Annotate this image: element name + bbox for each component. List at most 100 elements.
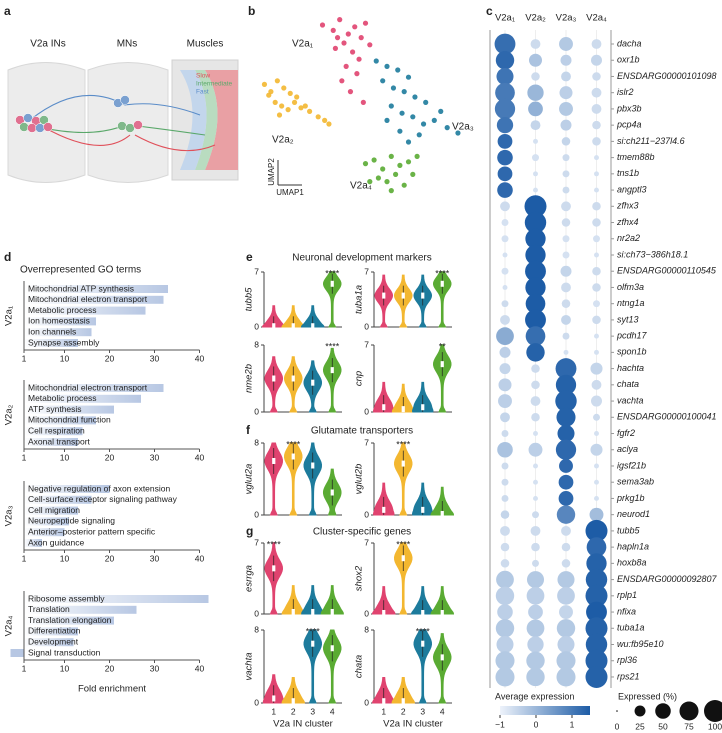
dot bbox=[589, 507, 604, 522]
x-tick-label: 2 bbox=[401, 706, 406, 716]
bar-label: Mitochondrial electron transport bbox=[28, 382, 148, 392]
dot bbox=[558, 474, 574, 490]
dot bbox=[585, 519, 608, 542]
y-tick-label: 0 bbox=[364, 608, 369, 618]
bar bbox=[24, 495, 92, 504]
umap-point bbox=[444, 125, 450, 131]
significance: **** bbox=[396, 439, 411, 449]
dot bbox=[586, 537, 607, 557]
y-axis-label: V2a₁ bbox=[4, 306, 15, 326]
median-box bbox=[272, 375, 276, 382]
umap-point bbox=[373, 58, 379, 64]
y-axis-label: tuba1a bbox=[354, 285, 365, 314]
dot bbox=[592, 120, 601, 130]
umap-point bbox=[401, 89, 407, 95]
size-tick-label: 100 bbox=[708, 721, 722, 731]
dot bbox=[524, 195, 547, 218]
y-tick-label: 0 bbox=[364, 406, 369, 416]
gene-label: wu:fb95e10 bbox=[617, 639, 664, 649]
dot bbox=[501, 219, 509, 227]
median-box bbox=[421, 506, 425, 513]
median-box bbox=[330, 489, 334, 496]
umap-point bbox=[410, 114, 416, 120]
y-axis-label: esrrga bbox=[244, 565, 255, 592]
gene-label: si:ch211−237l4.6 bbox=[617, 136, 685, 146]
umap-point bbox=[319, 22, 326, 28]
bar-label: Differentiation bbox=[28, 626, 81, 636]
bar-label: Ion channels bbox=[28, 326, 76, 336]
umap-point bbox=[384, 117, 390, 123]
dot bbox=[500, 412, 510, 423]
gene-label: fgfr2 bbox=[617, 428, 635, 438]
dot bbox=[526, 667, 545, 687]
dot bbox=[585, 665, 608, 688]
bar bbox=[24, 405, 114, 414]
bar bbox=[24, 285, 168, 293]
cluster-label: V2a₂ bbox=[272, 135, 294, 146]
umap-point bbox=[438, 108, 444, 114]
dot bbox=[495, 586, 515, 606]
umap-point bbox=[266, 92, 272, 98]
umap-point bbox=[405, 159, 412, 165]
x-tick-label: 20 bbox=[105, 452, 115, 462]
schematic-label: V2a INs bbox=[30, 39, 66, 50]
violin bbox=[303, 442, 323, 516]
y-axis-label: V2a₄ bbox=[4, 615, 15, 636]
dot bbox=[592, 266, 601, 276]
panel-letter: g bbox=[246, 524, 253, 538]
dot bbox=[586, 553, 607, 574]
umap-point bbox=[397, 162, 403, 168]
bar bbox=[24, 616, 114, 625]
median-box bbox=[291, 375, 295, 382]
dot bbox=[495, 651, 515, 671]
schematic-legend: Slow bbox=[196, 73, 210, 80]
dot bbox=[501, 478, 509, 486]
section-title: Glutamate transporters bbox=[311, 426, 413, 437]
umap-point bbox=[350, 49, 356, 55]
dot bbox=[558, 491, 574, 506]
dot bbox=[526, 651, 545, 670]
bar bbox=[24, 485, 110, 493]
muscle-slow bbox=[205, 70, 238, 170]
violin bbox=[413, 629, 433, 704]
spinal-section bbox=[87, 62, 169, 183]
umap-point bbox=[393, 171, 399, 177]
dot bbox=[562, 235, 570, 243]
gene-label: ENSDARG00000092807 bbox=[617, 574, 718, 584]
median-box bbox=[440, 361, 444, 368]
umap-point bbox=[307, 108, 313, 114]
y-tick-label: 7 bbox=[364, 266, 369, 276]
x-tick-label: 3 bbox=[310, 706, 315, 716]
size-key bbox=[634, 705, 646, 717]
y-axis-label: shox2 bbox=[354, 565, 365, 591]
umap-point bbox=[362, 20, 369, 26]
violin bbox=[433, 344, 452, 413]
bar bbox=[24, 539, 42, 547]
dot bbox=[593, 235, 600, 243]
bar bbox=[24, 295, 164, 304]
dot bbox=[500, 525, 510, 536]
gene-label: dacha bbox=[617, 38, 642, 48]
umap-point bbox=[356, 56, 362, 62]
umap-point bbox=[322, 117, 328, 123]
umap-point bbox=[360, 99, 366, 105]
column-header: V2a₁ bbox=[495, 13, 515, 24]
bar-label: Translation elongation bbox=[28, 615, 112, 625]
y-tick-label: 7 bbox=[364, 437, 369, 447]
dot bbox=[524, 211, 547, 234]
dot bbox=[594, 333, 599, 339]
dot bbox=[497, 166, 513, 182]
umap-point bbox=[405, 139, 412, 145]
gene-label: angptl3 bbox=[617, 184, 647, 194]
bar-label: ATP synthesis bbox=[28, 404, 82, 414]
muscle-fast bbox=[180, 70, 207, 170]
dot bbox=[594, 431, 599, 436]
x-tick-label: 10 bbox=[60, 353, 70, 363]
umap-point bbox=[358, 35, 364, 41]
bar bbox=[24, 384, 164, 392]
umap-point bbox=[334, 35, 341, 41]
umap-point bbox=[455, 130, 461, 136]
bar-label: Axonal transport bbox=[28, 436, 91, 446]
dot bbox=[555, 439, 577, 460]
x-tick-label: 3 bbox=[420, 706, 425, 716]
